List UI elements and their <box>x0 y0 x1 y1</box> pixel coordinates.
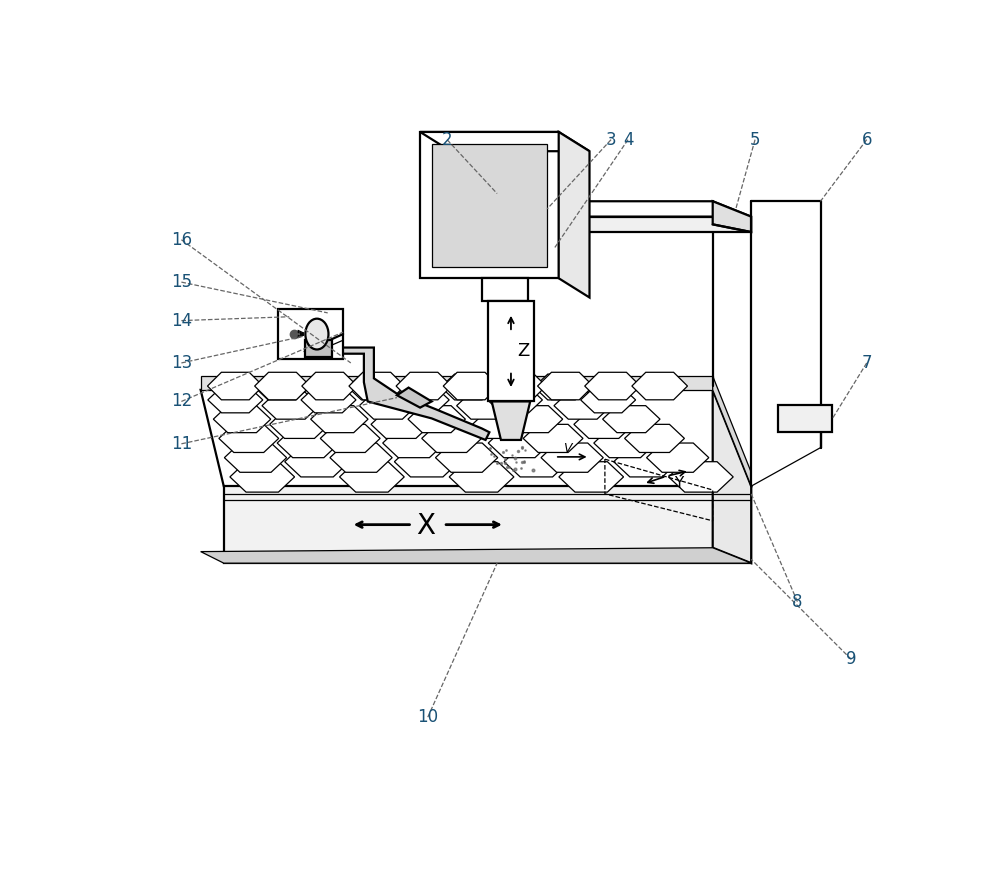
Polygon shape <box>778 405 832 432</box>
Text: V: V <box>563 442 572 455</box>
Polygon shape <box>359 392 417 419</box>
Polygon shape <box>534 374 589 400</box>
Polygon shape <box>581 387 636 413</box>
Polygon shape <box>435 443 498 472</box>
Polygon shape <box>585 372 640 400</box>
Polygon shape <box>472 410 532 438</box>
Text: 13: 13 <box>171 354 192 372</box>
Polygon shape <box>201 548 751 564</box>
Polygon shape <box>713 376 751 487</box>
Text: 10: 10 <box>417 708 438 726</box>
Polygon shape <box>632 372 687 400</box>
Polygon shape <box>574 410 634 438</box>
Polygon shape <box>538 372 593 400</box>
Polygon shape <box>451 201 751 217</box>
Text: 3: 3 <box>606 130 616 149</box>
Polygon shape <box>422 424 482 452</box>
Polygon shape <box>625 424 684 452</box>
Polygon shape <box>207 372 263 400</box>
Text: 9: 9 <box>846 650 857 668</box>
Polygon shape <box>348 374 403 400</box>
Polygon shape <box>208 387 263 413</box>
Polygon shape <box>383 429 445 458</box>
Text: 5: 5 <box>750 130 760 149</box>
Polygon shape <box>541 443 603 472</box>
Polygon shape <box>255 372 310 400</box>
Text: 14: 14 <box>171 312 192 330</box>
Polygon shape <box>270 410 329 438</box>
Text: 15: 15 <box>171 273 192 291</box>
Polygon shape <box>349 372 405 400</box>
Polygon shape <box>408 406 465 432</box>
Polygon shape <box>301 387 356 413</box>
Text: 16: 16 <box>171 231 192 248</box>
Polygon shape <box>340 462 404 492</box>
Polygon shape <box>713 390 751 564</box>
Text: 2: 2 <box>442 130 452 149</box>
Text: 11: 11 <box>171 435 192 452</box>
Polygon shape <box>320 424 380 452</box>
Polygon shape <box>330 443 392 472</box>
Polygon shape <box>504 446 569 477</box>
Polygon shape <box>219 424 279 452</box>
Polygon shape <box>394 446 459 477</box>
Text: 4: 4 <box>623 130 633 149</box>
Polygon shape <box>262 392 319 419</box>
Polygon shape <box>254 374 309 400</box>
Text: Y: Y <box>674 476 683 491</box>
Polygon shape <box>559 132 590 298</box>
Polygon shape <box>224 487 751 564</box>
Text: 8: 8 <box>792 592 803 611</box>
Polygon shape <box>559 462 624 492</box>
Polygon shape <box>277 429 339 458</box>
Polygon shape <box>647 443 709 472</box>
Polygon shape <box>614 446 678 477</box>
Polygon shape <box>443 372 499 400</box>
Text: 6: 6 <box>861 130 872 149</box>
Polygon shape <box>278 309 343 359</box>
Polygon shape <box>230 462 295 492</box>
Ellipse shape <box>305 318 328 349</box>
Polygon shape <box>490 372 546 400</box>
Polygon shape <box>441 374 496 400</box>
Polygon shape <box>420 132 590 151</box>
Text: Z: Z <box>517 342 529 360</box>
Polygon shape <box>394 387 449 413</box>
Polygon shape <box>201 376 713 390</box>
Polygon shape <box>302 372 357 400</box>
Polygon shape <box>488 429 551 458</box>
Polygon shape <box>396 372 452 400</box>
Polygon shape <box>324 347 489 440</box>
Text: 7: 7 <box>861 354 872 372</box>
Polygon shape <box>224 443 287 472</box>
Polygon shape <box>457 392 514 419</box>
Polygon shape <box>523 424 583 452</box>
Polygon shape <box>669 462 733 492</box>
Polygon shape <box>201 390 751 487</box>
Polygon shape <box>305 340 332 357</box>
Polygon shape <box>285 446 349 477</box>
Polygon shape <box>482 278 528 301</box>
Polygon shape <box>311 406 368 432</box>
Polygon shape <box>603 406 660 432</box>
Polygon shape <box>488 301 534 402</box>
Polygon shape <box>432 144 547 267</box>
Polygon shape <box>397 388 432 408</box>
Text: 12: 12 <box>171 393 192 410</box>
Polygon shape <box>505 406 563 432</box>
Polygon shape <box>489 217 751 232</box>
Polygon shape <box>487 387 542 413</box>
Text: X: X <box>416 512 435 540</box>
Polygon shape <box>594 429 656 458</box>
Polygon shape <box>420 132 559 278</box>
Polygon shape <box>213 406 271 432</box>
Polygon shape <box>554 392 611 419</box>
Polygon shape <box>371 410 431 438</box>
Polygon shape <box>713 201 751 232</box>
Polygon shape <box>449 462 514 492</box>
Polygon shape <box>492 402 530 440</box>
